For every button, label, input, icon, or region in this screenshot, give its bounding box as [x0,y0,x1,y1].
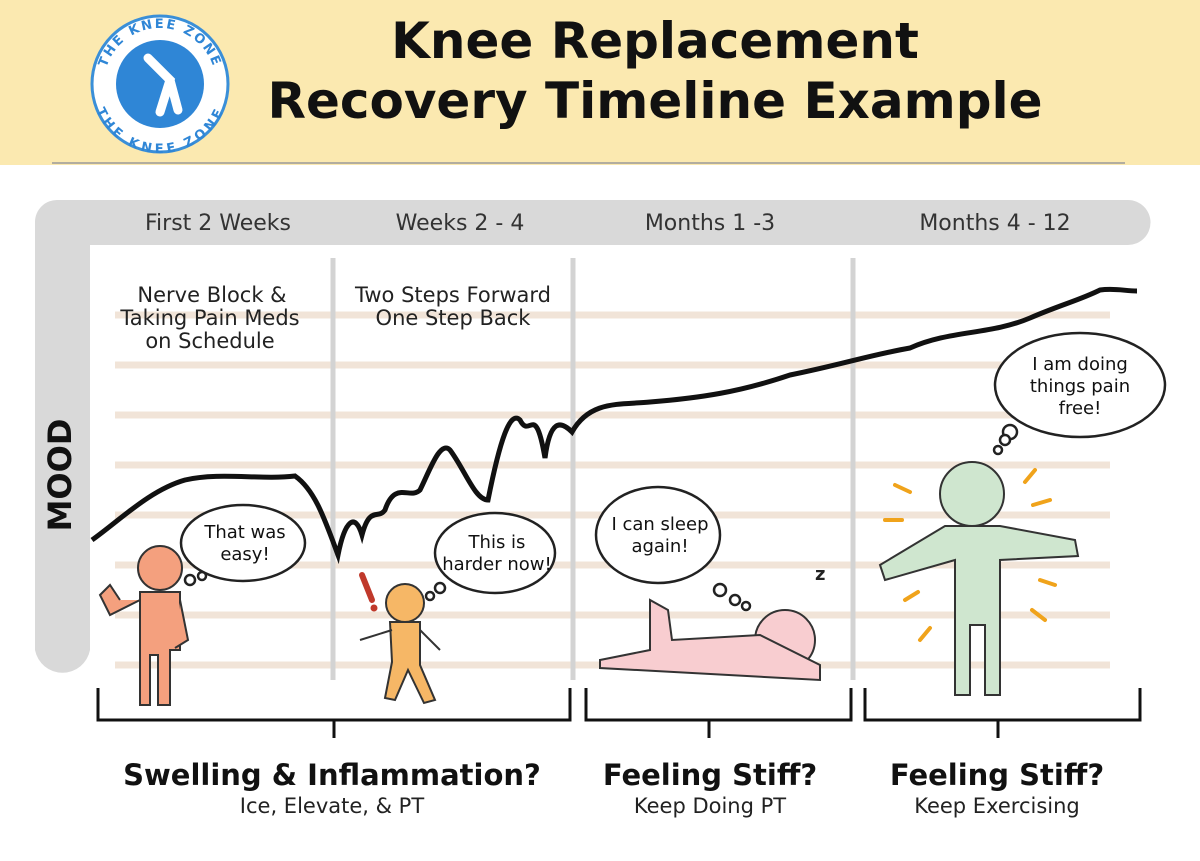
axis-label: MOOD [41,419,79,532]
period-label: Months 4 - 12 [919,211,1070,236]
bubble-text: This is [468,532,526,553]
figure-free [878,461,1080,696]
glow [883,468,1057,642]
note: Nerve Block & [137,283,286,307]
bubble-text: things pain [1030,376,1130,397]
bracket-title: Feeling Stiff? [603,758,817,792]
bracket-title: Feeling Stiff? [890,758,1104,792]
note: Taking Pain Meds [119,306,299,330]
title-line: Recovery Timeline Example [267,72,1042,130]
bracket-title: Swelling & Inflammation? [123,758,541,792]
period-dividers [330,258,856,680]
exclaim [359,572,375,603]
bubbles [179,331,1167,612]
bracket-subtitle: Keep Exercising [914,794,1080,818]
figure-sleep [599,598,821,682]
zzz: z [815,564,825,585]
note: Two Steps Forward [354,283,551,307]
bubble-text: That was [203,522,285,543]
figure-happy [98,545,190,706]
period-label: Months 1 -3 [645,211,775,236]
bubble-text: easy! [220,544,269,565]
note: on Schedule [145,329,274,353]
logo: THE KNEE ZONE THE KNEE ZONE [90,14,230,157]
title-line: Knee Replacement [391,12,919,70]
bubble-text: I am doing [1032,354,1128,375]
period-label: Weeks 2 - 4 [396,211,525,236]
bracket-subtitle: Ice, Elevate, & PT [240,794,425,818]
bubble-text: harder now! [442,554,552,575]
figure-hurt [359,583,441,705]
brackets [96,688,1142,738]
bubble-text: I can sleep [611,514,708,535]
mood-curve [90,286,1138,565]
bubble-text: free! [1059,398,1102,419]
note: One Step Back [376,306,532,330]
exclaim-dot [370,604,378,612]
period-label: First 2 Weeks [145,211,291,236]
bracket-subtitle: Keep Doing PT [634,794,786,818]
bubble-text: again! [631,536,688,557]
